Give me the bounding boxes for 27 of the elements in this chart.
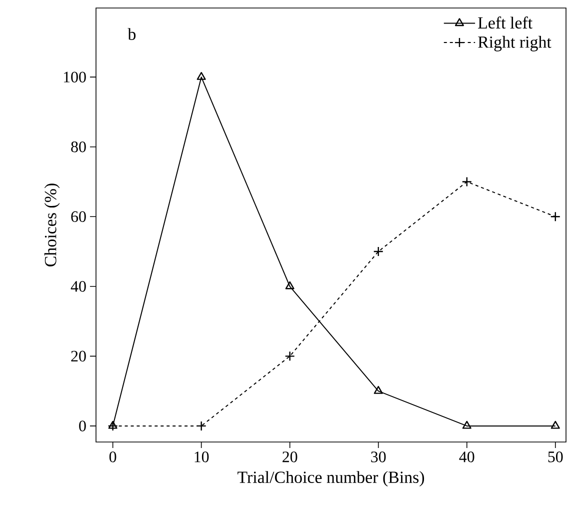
x-tick-label: 50 bbox=[548, 452, 563, 462]
y-axis-title: Choices (%) bbox=[44, 184, 60, 266]
point bbox=[373, 246, 384, 257]
legend-label: Left left bbox=[478, 16, 532, 29]
x-tick-label: 10 bbox=[194, 452, 209, 462]
point bbox=[196, 420, 206, 432]
y-tick-label: 80 bbox=[71, 141, 86, 152]
point bbox=[462, 176, 472, 187]
x-tick-label: 0 bbox=[109, 452, 116, 462]
point bbox=[284, 351, 295, 362]
y-tick-label: 40 bbox=[70, 281, 86, 292]
x-tick-label: 40 bbox=[459, 452, 474, 462]
point bbox=[285, 281, 294, 290]
y-tick-label: 60 bbox=[71, 211, 86, 222]
y-tick-label: 20 bbox=[71, 350, 86, 362]
point bbox=[108, 420, 118, 429]
annotation: b bbox=[128, 28, 136, 40]
legend-label: Right right bbox=[478, 36, 552, 52]
y-tick-label: 0 bbox=[79, 420, 86, 432]
y-tick-label: 100 bbox=[64, 72, 86, 82]
x-tick-label: 20 bbox=[282, 452, 298, 462]
point bbox=[462, 420, 472, 429]
point bbox=[374, 386, 383, 394]
point bbox=[550, 420, 560, 429]
x-axis-title: Trial/Choice number (Bins) bbox=[238, 471, 424, 486]
point bbox=[550, 212, 560, 222]
x-tick-label: 30 bbox=[371, 452, 386, 462]
